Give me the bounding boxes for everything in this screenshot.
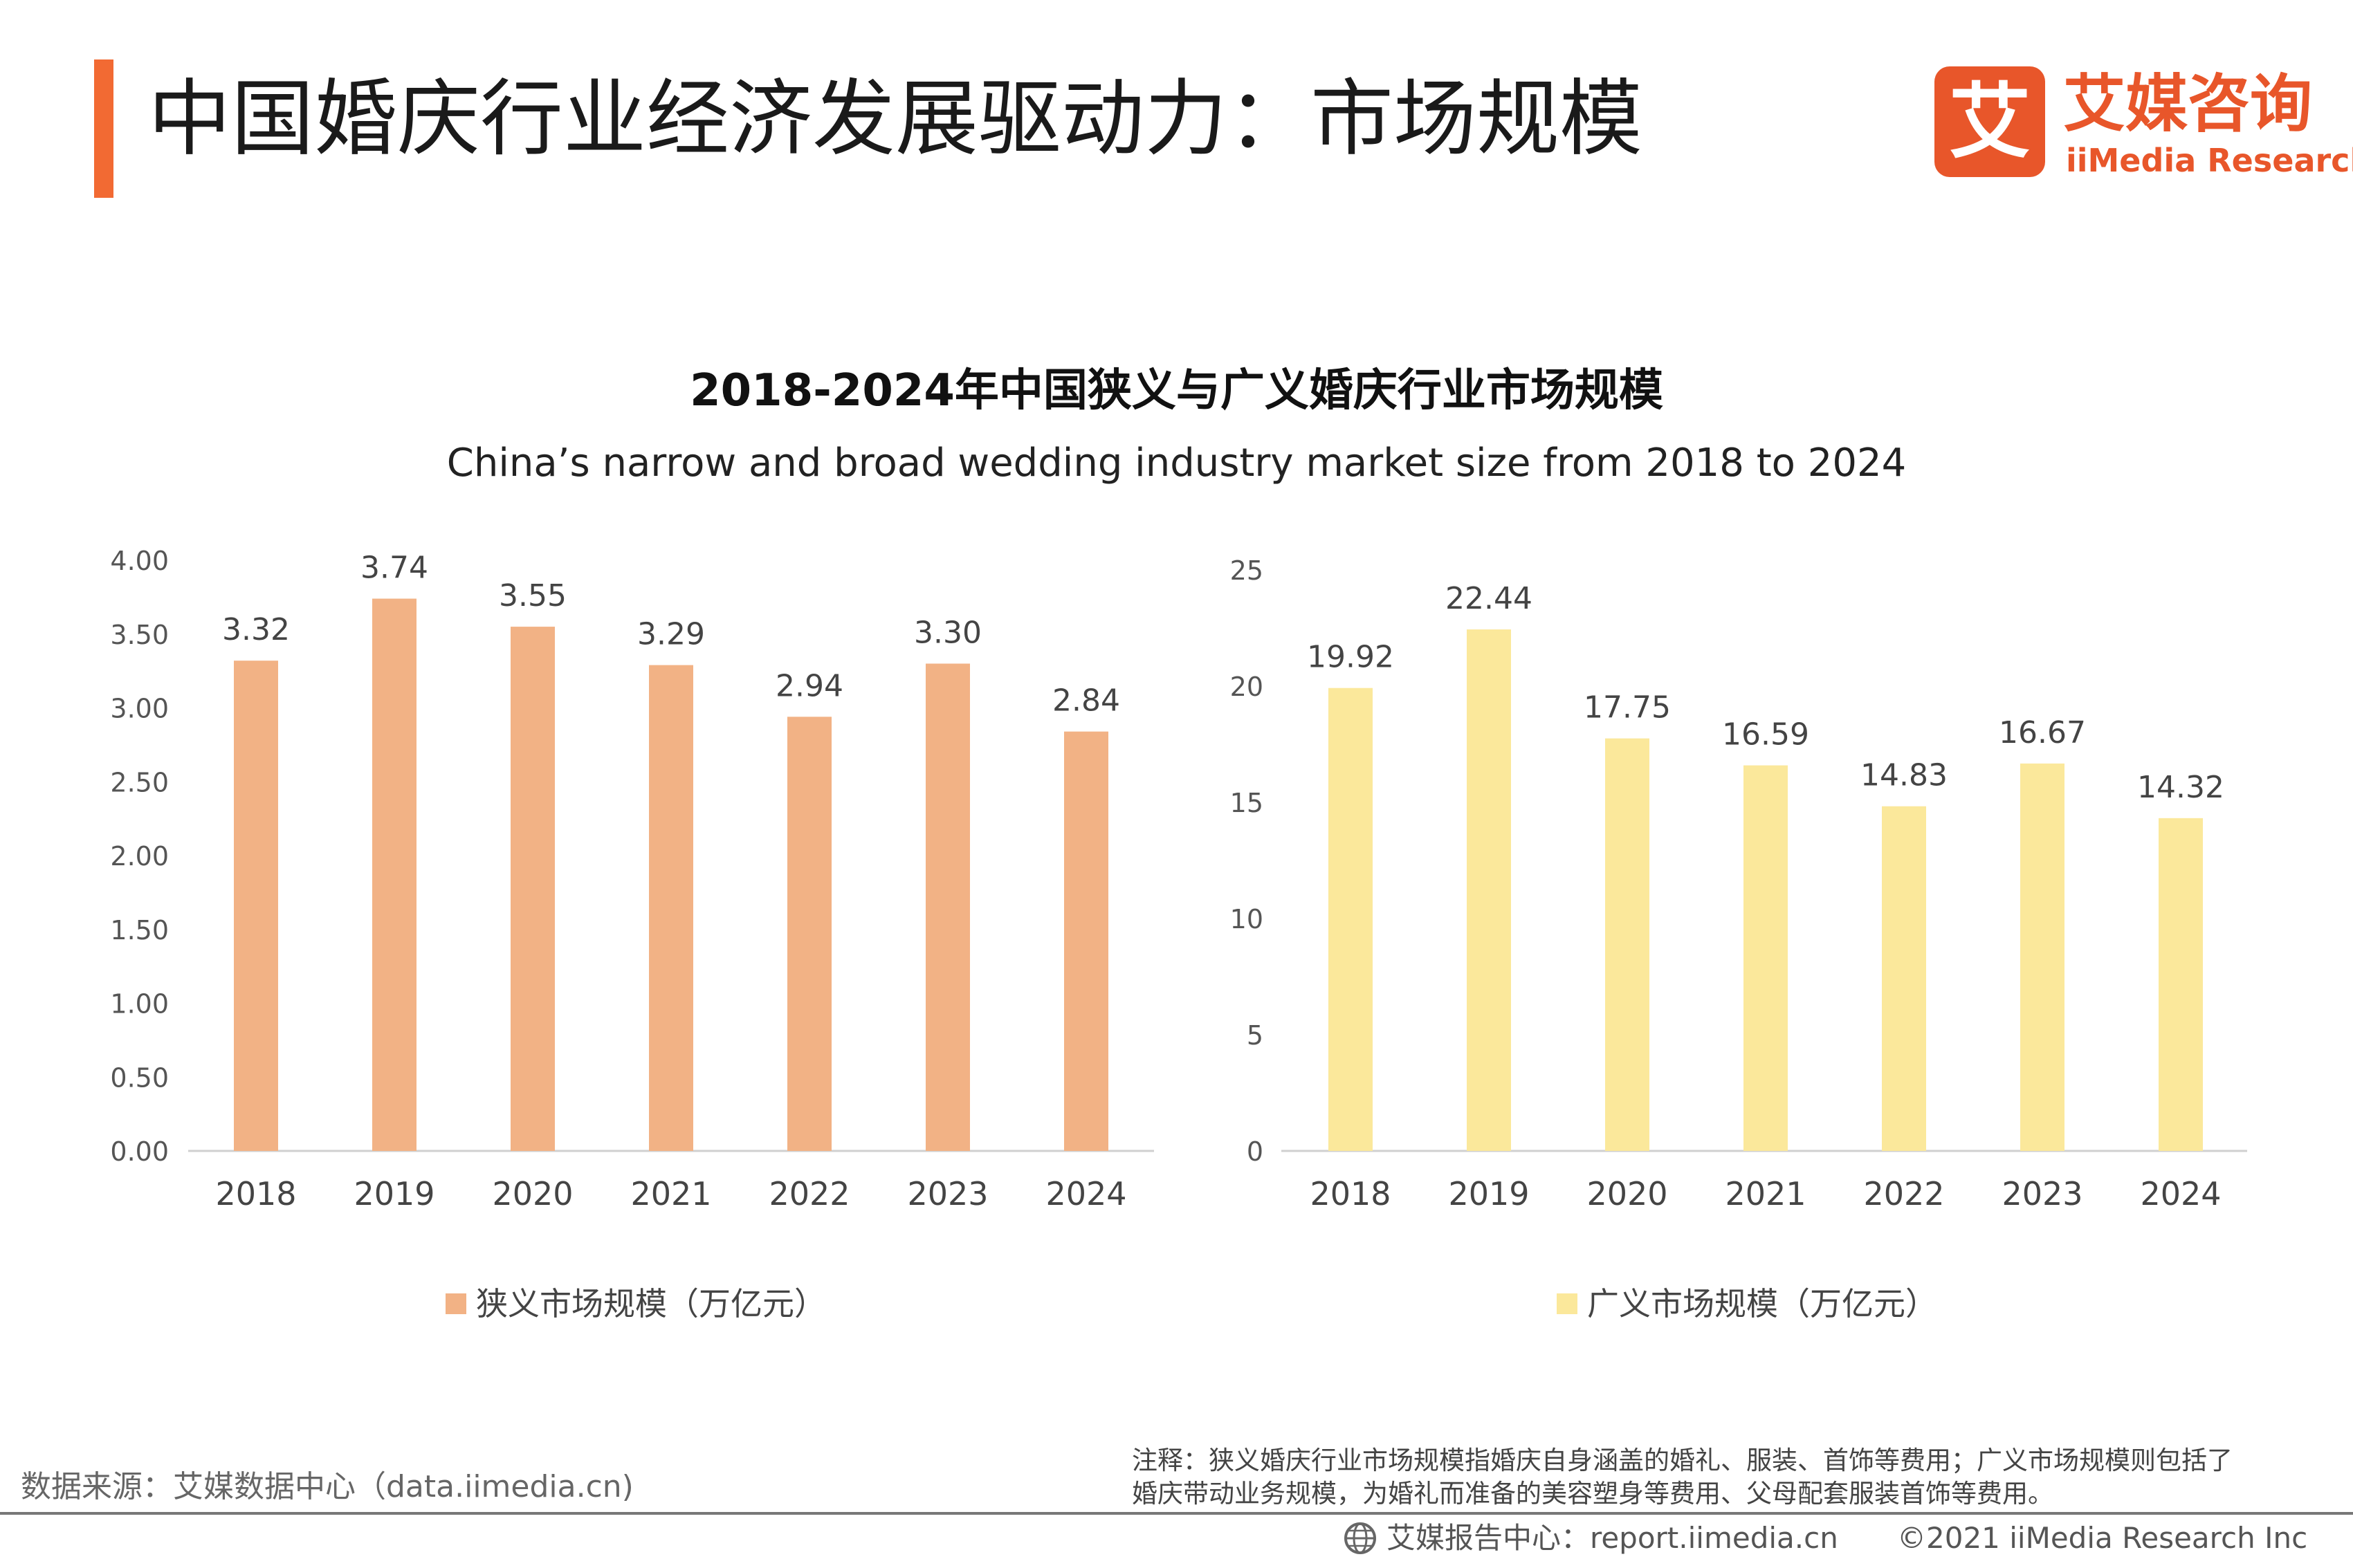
data-source: 数据来源：艾媒数据中心（data.iimedia.cn) bbox=[21, 1469, 634, 1504]
x-category-label: 2024 bbox=[1045, 1175, 1126, 1212]
x-category-label: 2019 bbox=[354, 1175, 434, 1212]
bar-value-label: 19.92 bbox=[1307, 640, 1394, 675]
legend-swatch-narrow bbox=[446, 1293, 466, 1314]
logo-english-name: iiMedia Research bbox=[2066, 142, 2353, 179]
bar-2022 bbox=[787, 717, 832, 1151]
bar-value-label: 3.30 bbox=[914, 615, 982, 650]
narrow-market-legend: 狭义市场规模（万亿元） bbox=[446, 1280, 826, 1328]
y-tick-label: 15 bbox=[1230, 788, 1263, 818]
y-tick-label: 25 bbox=[1230, 555, 1263, 586]
broad-market-chart: 0 5 10 15 20 25 19.92 2018 22.44 2019 17.75 2020 16.… bbox=[1176, 533, 2352, 1322]
x-category-label: 2024 bbox=[2140, 1175, 2221, 1212]
bar-2021 bbox=[1743, 765, 1788, 1151]
logo-chinese-name: 艾媒咨询 bbox=[2063, 68, 2312, 140]
legend-label-narrow: 狭义市场规模（万亿元） bbox=[476, 1285, 826, 1322]
x-category-label: 2018 bbox=[215, 1175, 296, 1212]
y-tick-label: 20 bbox=[1230, 672, 1263, 702]
bar-2022 bbox=[1882, 806, 1926, 1151]
bar-value-label: 22.44 bbox=[1445, 581, 1532, 616]
report-center-link[interactable]: 艾媒报告中心：report.iimedia.cn bbox=[1386, 1521, 1838, 1555]
chart-note-line-2: 婚庆带动业务规模，为婚礼而准备的美容塑身等费用、父母配套服装首饰等费用。 bbox=[1132, 1479, 2053, 1509]
y-tick-label: 2.00 bbox=[110, 841, 169, 871]
chart-subtitle: China’s narrow and broad wedding industr… bbox=[446, 441, 1907, 486]
y-tick-label: 0.50 bbox=[110, 1062, 169, 1093]
logo-mark-glyph: 艾 bbox=[1948, 74, 2031, 169]
bar-2019 bbox=[1467, 629, 1511, 1151]
page-title: 中国婚庆行业经济发展驱动力：市场规模 bbox=[148, 71, 1642, 167]
y-tick-label: 1.00 bbox=[110, 989, 169, 1020]
x-category-label: 2023 bbox=[2002, 1175, 2082, 1212]
x-category-label: 2023 bbox=[907, 1175, 988, 1212]
bar-2020 bbox=[1605, 738, 1649, 1151]
x-category-label: 2021 bbox=[630, 1175, 711, 1212]
bar-value-label: 3.29 bbox=[637, 617, 705, 652]
x-category-label: 2019 bbox=[1448, 1175, 1529, 1212]
bar-value-label: 3.32 bbox=[222, 612, 290, 647]
y-tick-label: 0 bbox=[1247, 1136, 1263, 1167]
y-tick-label: 1.50 bbox=[110, 915, 169, 946]
x-category-label: 2021 bbox=[1725, 1175, 1806, 1212]
x-category-label: 2022 bbox=[1863, 1175, 1944, 1212]
brand-logo: 艾 艾媒咨询 iiMedia Research bbox=[1934, 66, 2353, 184]
bar-2019 bbox=[372, 598, 416, 1151]
bar-2023 bbox=[926, 663, 970, 1151]
y-tick-label: 10 bbox=[1230, 904, 1263, 934]
bar-value-label: 14.32 bbox=[2137, 770, 2224, 805]
bar-value-label: 16.59 bbox=[1722, 717, 1809, 753]
bar-2020 bbox=[511, 627, 555, 1151]
title-accent-bar bbox=[94, 59, 113, 198]
y-tick-label: 0.00 bbox=[110, 1136, 169, 1167]
legend-swatch-broad bbox=[1557, 1293, 1577, 1314]
bar-2024 bbox=[1064, 731, 1108, 1151]
y-tick-label: 2.50 bbox=[110, 767, 169, 797]
footer-divider bbox=[0, 1512, 2353, 1515]
globe-icon bbox=[1344, 1522, 1376, 1554]
y-tick-label: 4.00 bbox=[110, 546, 169, 576]
chart-note: 注释：狭义婚庆行业市场规模指婚庆自身涵盖的婚礼、服装、首饰等费用；广义市场规模则… bbox=[1132, 1444, 2336, 1511]
x-category-label: 2020 bbox=[1586, 1175, 1667, 1212]
bar-value-label: 3.74 bbox=[360, 551, 428, 586]
bar-2018 bbox=[234, 661, 278, 1151]
legend-label-broad: 广义市场规模（万亿元） bbox=[1587, 1285, 1937, 1322]
bar-value-label: 2.84 bbox=[1052, 683, 1120, 719]
broad-market-chart-svg: 0 5 10 15 20 25 19.92 2018 22.44 2019 17.75 2020 16.… bbox=[1230, 555, 2247, 1212]
bar-2018 bbox=[1328, 688, 1373, 1151]
copyright: ©2021 iiMedia Research Inc bbox=[1897, 1521, 2308, 1555]
bar-2021 bbox=[649, 665, 693, 1151]
narrow-market-chart: 0.00 0.50 1.00 1.50 2.00 2.50 3.00 3.50 4.00 3.32… bbox=[0, 533, 1176, 1322]
y-tick-label: 5 bbox=[1247, 1020, 1263, 1051]
chart-note-line-1: 注释：狭义婚庆行业市场规模指婚庆自身涵盖的婚礼、服装、首饰等费用；广义市场规模则… bbox=[1132, 1446, 2233, 1475]
bar-2023 bbox=[2020, 763, 2064, 1151]
broad-market-legend: 广义市场规模（万亿元） bbox=[1557, 1280, 1937, 1328]
chart-title: 2018-2024年中国狭义与广义婚庆行业市场规模 bbox=[690, 365, 1663, 416]
bar-2024 bbox=[2159, 818, 2203, 1151]
x-category-label: 2018 bbox=[1310, 1175, 1391, 1212]
bar-value-label: 3.55 bbox=[499, 578, 567, 614]
logo-mark-icon: 艾 bbox=[1934, 66, 2045, 177]
bar-value-label: 14.83 bbox=[1860, 758, 1948, 793]
x-category-label: 2020 bbox=[492, 1175, 573, 1212]
y-tick-label: 3.00 bbox=[110, 694, 169, 724]
y-tick-label: 3.50 bbox=[110, 620, 169, 650]
x-category-label: 2022 bbox=[769, 1175, 850, 1212]
bar-value-label: 2.94 bbox=[776, 668, 843, 703]
bar-value-label: 17.75 bbox=[1584, 690, 1671, 726]
bar-value-label: 16.67 bbox=[1999, 715, 2086, 750]
narrow-market-chart-svg: 0.00 0.50 1.00 1.50 2.00 2.50 3.00 3.50 4.00 3.32… bbox=[110, 546, 1154, 1212]
